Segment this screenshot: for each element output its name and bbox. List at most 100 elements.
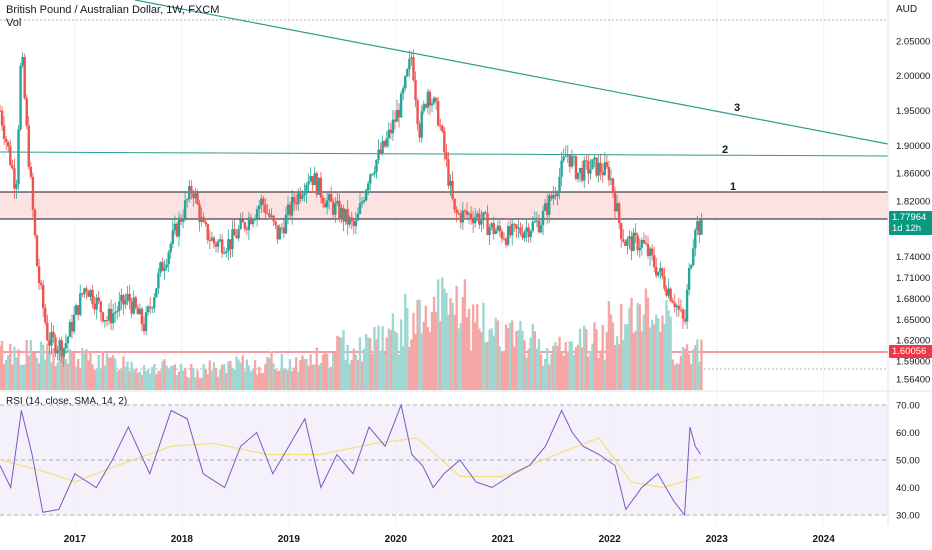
price-tick-label: 1.56400 (896, 375, 930, 386)
candle-body (89, 289, 92, 297)
volume-bar (406, 307, 409, 390)
candle-body (364, 190, 368, 201)
rsi-sma-line (0, 437, 701, 489)
candle-body (111, 313, 115, 324)
candle-body (513, 223, 516, 225)
candle-body (428, 91, 432, 106)
candle-body (539, 225, 543, 233)
volume-bar (636, 302, 639, 390)
candle-body (206, 223, 209, 241)
candle-body (679, 309, 683, 311)
volume-bar (613, 344, 617, 390)
volume-bar (601, 324, 604, 390)
candle-body (346, 209, 349, 225)
candle-body (260, 198, 263, 206)
candle-body (467, 213, 471, 215)
volume-bar (103, 365, 107, 390)
candle-body (449, 180, 452, 186)
price-axis[interactable]: 2.05000 2.00000 1.95000 1.90000 1.86000 1.820… (896, 36, 930, 385)
volume-bar (64, 359, 68, 390)
candle-body (441, 125, 444, 132)
volume-bar (72, 352, 76, 390)
candle-body (188, 185, 191, 200)
volume-bar (122, 356, 125, 390)
volume-bar (504, 324, 508, 390)
candle-body (11, 165, 14, 169)
volume-bar (455, 285, 458, 390)
volume-label[interactable]: Vol (6, 17, 22, 29)
volume-bar (467, 308, 471, 390)
price-tick-label: 1.68000 (896, 294, 930, 305)
candle-body (397, 109, 401, 118)
volume-bar (476, 304, 479, 390)
candle-body (93, 304, 96, 310)
volume-bar (105, 353, 109, 390)
volume-bar (313, 364, 316, 390)
volume-bar (500, 351, 504, 390)
candle-body (227, 239, 230, 252)
candle-body (4, 138, 8, 142)
candle-body (336, 200, 339, 204)
candle-body (587, 160, 590, 174)
candle-body (556, 193, 559, 197)
volume-bar (260, 373, 263, 390)
volume-bar (7, 355, 10, 390)
candle-body (284, 214, 288, 234)
candle-body (48, 340, 51, 346)
volume-bar (659, 332, 662, 390)
volume-bar (508, 322, 512, 390)
volume-bar (0, 345, 2, 390)
symbol-title[interactable]: British Pound / Australian Dollar, 1W, F… (6, 4, 220, 16)
volume-bar (550, 353, 553, 390)
candle-body (432, 97, 436, 104)
price-tick-label: 1.74000 (896, 252, 930, 263)
candle-body (50, 331, 53, 346)
volume-bar (297, 371, 300, 390)
volume-bar (603, 359, 606, 390)
volume-bar (46, 343, 49, 390)
candle-body (537, 220, 541, 233)
volume-bar (210, 370, 214, 390)
candle-body (687, 267, 691, 290)
time-axis[interactable]: 2017 2018 2019 2020 2021 2022 2023 2024 (64, 534, 835, 545)
volume-bar (655, 314, 658, 390)
volume-bar (441, 277, 444, 390)
candle-body (303, 193, 306, 196)
candle-body (646, 244, 650, 256)
volume-bar (329, 366, 333, 390)
candle-body (424, 104, 428, 108)
rsi-indicator-label[interactable]: RSI (14, close, SMA, 14, 2) (6, 396, 128, 407)
volume-bar (478, 328, 481, 390)
volume-bar (346, 344, 349, 390)
candle-body (408, 58, 411, 70)
candle-body (216, 241, 220, 247)
candle-body (383, 141, 386, 147)
volume-bar (233, 369, 236, 390)
candle-body (393, 119, 397, 122)
volume-bar (539, 354, 543, 390)
volume-bar (130, 361, 133, 390)
rsi-axis[interactable]: 70.00 60.00 50.00 40.00 30.00 (896, 401, 920, 522)
volume-bar (488, 329, 491, 390)
volume-bar (120, 369, 123, 390)
volume-bar (358, 337, 362, 390)
candle-body (103, 320, 107, 322)
candle-body (321, 197, 325, 204)
volume-bar (453, 314, 456, 390)
currency-label: AUD (896, 4, 918, 15)
volume-bar (317, 365, 321, 390)
candle-body (636, 235, 639, 251)
volume-bar (399, 319, 403, 390)
candle-body (373, 172, 376, 175)
volume-bar (397, 354, 401, 390)
volume-bar (683, 348, 687, 390)
trendline-3[interactable] (134, 0, 889, 145)
volume-bar (70, 350, 74, 390)
volume-bar (239, 362, 242, 390)
candle-body (692, 248, 695, 266)
volume-bar (177, 371, 181, 390)
candle-body (181, 218, 185, 222)
volume-bar (237, 359, 240, 390)
volume-bar (428, 332, 432, 390)
